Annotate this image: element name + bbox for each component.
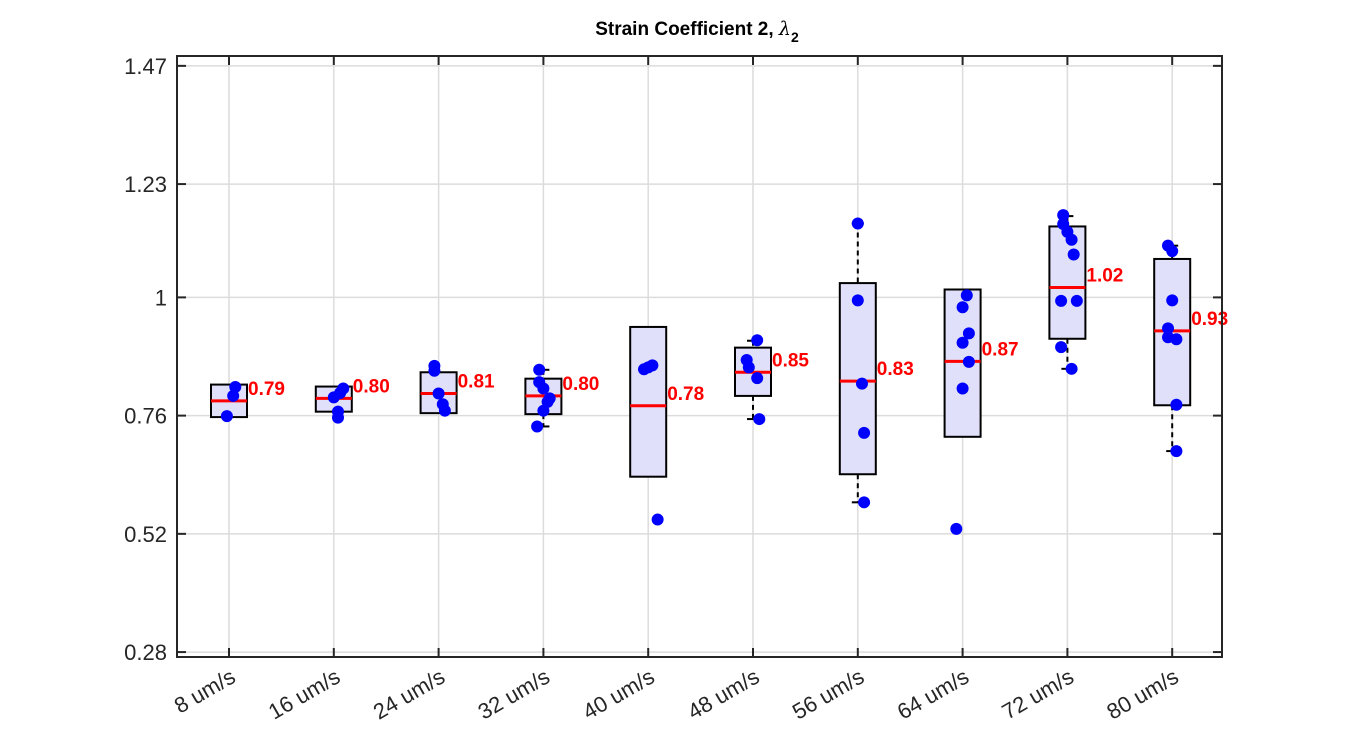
box-group: 0.80 xyxy=(314,376,390,424)
x-tick-label: 8 um/s xyxy=(170,664,240,719)
data-point xyxy=(962,355,975,368)
median-label: 0.83 xyxy=(877,359,914,380)
axes-frame xyxy=(176,55,1223,658)
data-point xyxy=(331,405,344,418)
chart-title-symbol: λ xyxy=(778,18,791,40)
data-point xyxy=(220,410,233,423)
box-group: 0.80 xyxy=(524,363,599,433)
data-point xyxy=(533,363,546,376)
data-point xyxy=(651,513,664,526)
median-label: 0.93 xyxy=(1191,309,1228,330)
x-tick-label: 64 um/s xyxy=(893,664,973,725)
grid-lines xyxy=(177,56,1222,657)
median-label: 0.79 xyxy=(248,379,285,400)
median-label: 0.87 xyxy=(982,339,1019,360)
data-point xyxy=(337,382,350,395)
data-point xyxy=(1057,209,1070,222)
data-point xyxy=(851,294,864,307)
data-point xyxy=(751,334,764,347)
data-point xyxy=(428,364,441,377)
chart-title: Strain Coefficient 2, λ2 xyxy=(595,18,799,45)
median-label: 0.80 xyxy=(353,376,390,397)
data-point xyxy=(1055,294,1068,307)
y-tick-label: 1.47 xyxy=(124,54,167,79)
chart-title-main: Strain Coefficient 2, xyxy=(595,19,779,40)
axes-box xyxy=(176,55,1223,658)
box-iqr xyxy=(838,282,877,476)
data-point xyxy=(742,361,755,374)
data-point xyxy=(543,392,556,405)
data-point xyxy=(1166,245,1179,258)
box-group: 0.79 xyxy=(210,379,285,423)
data-point xyxy=(858,426,871,439)
box-group: 0.78 xyxy=(629,325,704,526)
data-point xyxy=(962,327,975,340)
data-point xyxy=(1170,445,1183,458)
y-tick-label: 1.23 xyxy=(124,172,167,197)
x-tick-label: 32 um/s xyxy=(474,664,554,725)
box-iqr xyxy=(1048,225,1087,340)
box-group: 1.02 xyxy=(1048,209,1123,375)
box-iqr xyxy=(629,325,668,478)
data-point xyxy=(960,289,973,302)
data-point xyxy=(1067,248,1080,261)
data-point xyxy=(956,301,969,314)
data-point xyxy=(1055,341,1068,354)
data-point xyxy=(1166,294,1179,307)
box-group: 0.81 xyxy=(419,359,495,417)
x-tick-label: 40 um/s xyxy=(578,664,658,725)
data-point xyxy=(1065,362,1078,375)
data-point xyxy=(432,387,445,400)
data-point xyxy=(753,413,766,426)
chart-title-subscript: 2 xyxy=(791,29,799,45)
x-tick-label: 24 um/s xyxy=(369,664,449,725)
data-point xyxy=(858,496,871,509)
data-point xyxy=(851,217,864,230)
median-label: 0.85 xyxy=(772,350,809,371)
data-point xyxy=(533,376,546,389)
x-tick-label: 16 um/s xyxy=(264,664,344,725)
box-group: 0.87 xyxy=(943,288,1019,535)
plot-area: 0.79 0.80 0.81 0.80 0.78 0.85 0.83 0.87 1.02 0.93 xyxy=(210,209,1228,535)
data-point xyxy=(1162,322,1175,335)
box-group: 0.93 xyxy=(1153,239,1228,458)
median-label: 0.80 xyxy=(562,374,599,395)
y-tick-label: 0.28 xyxy=(124,640,167,665)
data-point xyxy=(1065,233,1078,246)
data-point xyxy=(751,372,764,385)
data-point xyxy=(1170,398,1183,411)
data-point xyxy=(956,382,969,395)
data-point xyxy=(646,359,659,372)
x-tick-label: 72 um/s xyxy=(998,664,1078,725)
data-point xyxy=(1070,294,1083,307)
data-point xyxy=(950,522,963,535)
y-tick-label: 0.52 xyxy=(124,522,167,547)
data-point xyxy=(1170,333,1183,346)
x-tick-label: 48 um/s xyxy=(683,664,763,725)
data-point xyxy=(531,420,544,433)
box-group: 0.85 xyxy=(734,334,809,426)
box-group: 0.83 xyxy=(838,217,914,509)
median-label: 1.02 xyxy=(1086,266,1123,287)
data-point xyxy=(438,404,451,417)
data-point xyxy=(956,336,969,349)
y-tick-label: 0.76 xyxy=(124,404,167,429)
data-point xyxy=(229,381,242,394)
median-label: 0.81 xyxy=(458,371,495,392)
x-tick-label: 56 um/s xyxy=(788,664,868,725)
data-point xyxy=(855,377,868,390)
median-label: 0.78 xyxy=(667,384,704,405)
y-tick-label: 1 xyxy=(155,285,167,310)
x-tick-label: 80 um/s xyxy=(1102,664,1182,725)
